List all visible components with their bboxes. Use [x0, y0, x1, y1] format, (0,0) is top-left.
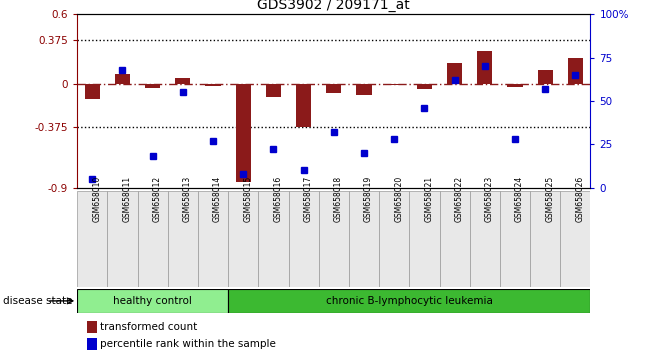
Bar — [87, 338, 97, 350]
Text: GSM658018: GSM658018 — [334, 176, 343, 222]
Text: GSM658022: GSM658022 — [455, 176, 464, 222]
Bar — [530, 191, 560, 287]
Bar — [326, 84, 342, 93]
Text: GSM658013: GSM658013 — [183, 176, 192, 222]
Text: GSM658026: GSM658026 — [576, 176, 584, 222]
Bar — [470, 191, 500, 287]
Bar — [138, 191, 168, 287]
Bar — [296, 84, 311, 127]
Text: GSM658016: GSM658016 — [274, 176, 282, 222]
Text: GSM658025: GSM658025 — [546, 176, 554, 222]
Bar — [500, 191, 530, 287]
Bar — [77, 191, 107, 287]
Bar — [560, 191, 590, 287]
Bar — [205, 84, 221, 86]
Bar — [228, 191, 258, 287]
Title: GDS3902 / 209171_at: GDS3902 / 209171_at — [258, 0, 410, 12]
Bar — [87, 321, 97, 333]
Text: healthy control: healthy control — [113, 296, 192, 306]
Bar — [175, 78, 191, 84]
Bar — [289, 191, 319, 287]
Bar — [77, 289, 228, 313]
Text: GSM658015: GSM658015 — [243, 176, 252, 222]
Text: disease state: disease state — [3, 296, 73, 306]
Bar — [349, 191, 379, 287]
Bar — [107, 191, 138, 287]
Bar — [115, 74, 130, 84]
Bar — [168, 191, 198, 287]
Text: GSM658011: GSM658011 — [123, 176, 132, 222]
Bar — [266, 84, 281, 97]
Bar — [568, 58, 583, 84]
Bar — [537, 70, 553, 84]
Bar — [379, 191, 409, 287]
Text: chronic B-lymphocytic leukemia: chronic B-lymphocytic leukemia — [326, 296, 493, 306]
Bar — [356, 84, 372, 95]
Text: transformed count: transformed count — [100, 322, 197, 332]
Bar — [319, 191, 349, 287]
Text: GSM658024: GSM658024 — [515, 176, 524, 222]
Bar — [198, 191, 228, 287]
Text: percentile rank within the sample: percentile rank within the sample — [100, 339, 276, 349]
Bar — [477, 51, 493, 84]
Bar — [507, 84, 523, 87]
Text: GSM658017: GSM658017 — [304, 176, 313, 222]
Bar — [440, 191, 470, 287]
Text: GSM658019: GSM658019 — [364, 176, 373, 222]
Text: GSM658023: GSM658023 — [484, 176, 494, 222]
Text: GSM658021: GSM658021 — [425, 176, 433, 222]
Bar — [417, 84, 432, 89]
Bar — [236, 84, 251, 182]
Text: GSM658010: GSM658010 — [93, 176, 101, 222]
Bar — [228, 289, 590, 313]
Bar — [85, 84, 100, 98]
Text: GSM658014: GSM658014 — [213, 176, 222, 222]
Bar — [409, 191, 440, 287]
Bar — [386, 84, 402, 85]
Bar — [447, 63, 462, 84]
Text: GSM658012: GSM658012 — [153, 176, 162, 222]
Bar — [258, 191, 289, 287]
Bar — [145, 84, 160, 88]
Text: GSM658020: GSM658020 — [395, 176, 403, 222]
